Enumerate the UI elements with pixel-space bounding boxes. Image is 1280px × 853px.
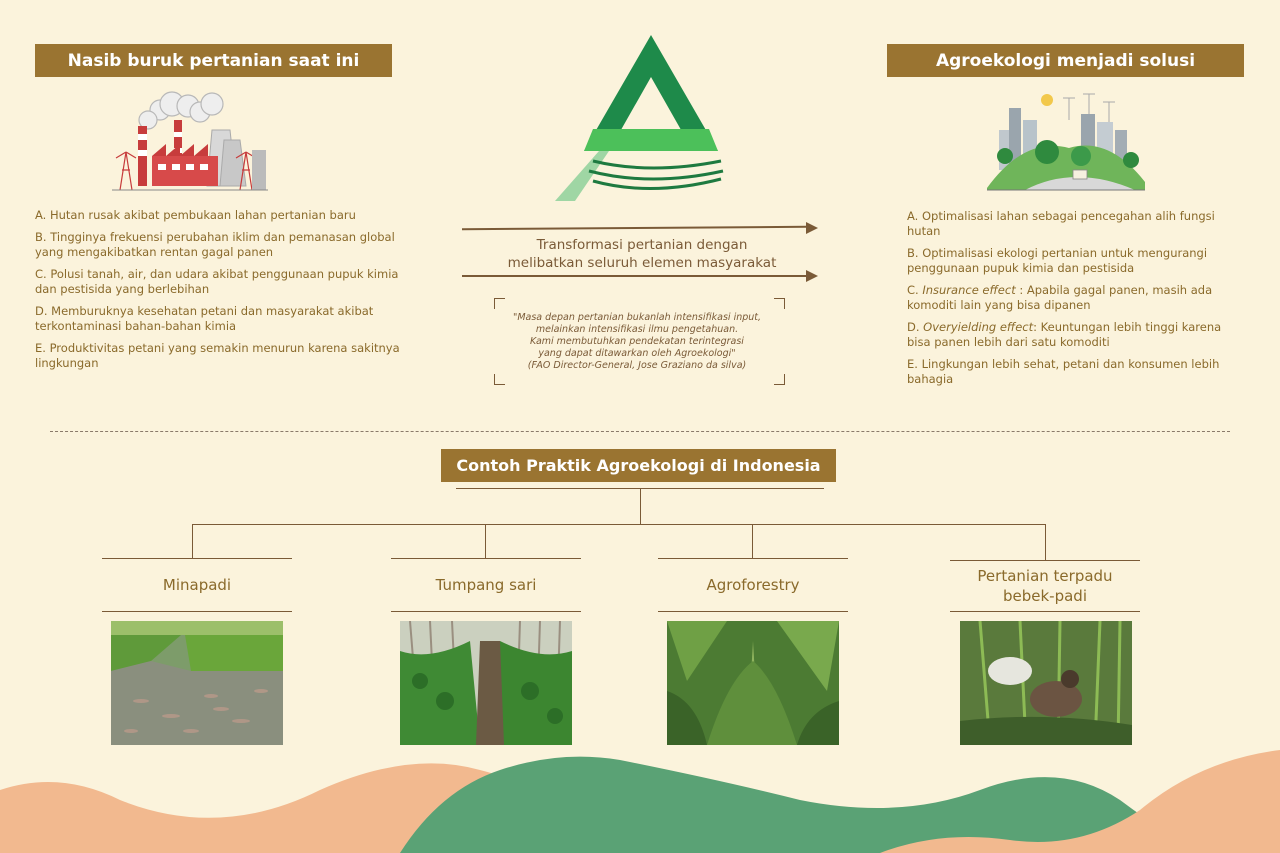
quote-bracket-br <box>774 374 785 385</box>
arrow-top-head <box>806 222 818 234</box>
solution-item-e-text: E. Lingkungan lebih sehat, petani dan ko… <box>907 357 1220 386</box>
quote-attribution: (FAO Director-General, Jose Graziano da … <box>527 360 747 371</box>
solution-item-c-term: Insurance effect <box>922 283 1016 297</box>
solution-item-d-prefix: D. <box>907 320 924 334</box>
practice-label-minapadi: Minapadi <box>162 576 232 594</box>
practice-label-agroforestry: Agroforestry <box>706 576 800 594</box>
right-header: Agroekologi menjadi solusi <box>887 44 1244 77</box>
practice-bebek-padi: Pertanian terpadu bebek-padi <box>950 560 1140 612</box>
quote-line-3: Kami membutuhkan pendekatan terintegrasi <box>530 336 744 347</box>
tree-drop-3 <box>752 524 753 558</box>
solution-item-a-text: A. Optimalisasi lahan sebagai pencegahan… <box>907 209 1215 238</box>
arrow-top-line <box>461 225 808 231</box>
agroecology-logo <box>555 35 724 201</box>
left-header: Nasib buruk pertanian saat ini <box>35 44 392 77</box>
problem-item-c: C. Polusi tanah, air, dan udara akibat p… <box>35 267 399 296</box>
quote-line-4: yang dapat ditawarkan oleh Agroekologi" <box>538 348 736 359</box>
solution-item-d-text: : Keuntungan lebih tinggi karena bisa pa… <box>907 320 1222 349</box>
minapadi-photo <box>111 621 283 745</box>
section-divider <box>50 431 1230 432</box>
right-title: Agroekologi menjadi solusi <box>935 50 1196 71</box>
transform-text: Transformasi pertanian dengan melibatkan… <box>462 236 822 272</box>
problem-item-d: D. Memburuknya kesehatan petani dan masy… <box>35 304 374 333</box>
solution-item-c-text: : Apabila gagal panen, masih ada komodit… <box>907 283 1213 312</box>
solution-item-c: C. Insurance effect : Apabila gagal pane… <box>907 283 1242 313</box>
title-underline <box>456 488 824 489</box>
practice-agroforestry: Agroforestry <box>658 558 848 612</box>
solution-item-d-term: Overyielding effect <box>923 320 1034 334</box>
practice-tumpang-sari: Tumpang sari <box>391 558 581 612</box>
tree-drop-2 <box>485 524 486 558</box>
quote-bracket-tl <box>494 298 505 309</box>
decorative-waves <box>0 750 1280 853</box>
tree-drop-1 <box>192 524 193 558</box>
solution-item-b-text: B. Optimalisasi ekologi pertanian untuk … <box>907 246 1208 275</box>
practice-label-bebek-padi: Pertanian terpadu bebek-padi <box>977 567 1113 605</box>
tree-branch <box>192 524 1046 525</box>
transform-line-1: Transformasi pertanian dengan <box>536 237 748 253</box>
solution-item-a: A. Optimalisasi lahan sebagai pencegahan… <box>907 209 1242 239</box>
quote-line-2: melainkan intensifikasi ilmu pengetahuan… <box>535 324 739 335</box>
right-solution-list: A. Optimalisasi lahan sebagai pencegahan… <box>907 209 1242 394</box>
bebek-padi-photo <box>960 621 1132 745</box>
problem-item-b: B. Tingginya frekuensi perubahan iklim d… <box>35 230 395 259</box>
quote-line-1: "Masa depan pertanian bukanlah intensifi… <box>512 312 762 323</box>
fao-quote: "Masa depan pertanian bukanlah intensifi… <box>502 312 772 372</box>
left-problem-list: A. Hutan rusak akibat pembukaan lahan pe… <box>35 208 403 378</box>
solution-item-b: B. Optimalisasi ekologi pertanian untuk … <box>907 246 1242 276</box>
left-title: Nasib buruk pertanian saat ini <box>67 50 360 71</box>
bottom-header: Contoh Praktik Agroekologi di Indonesia <box>441 449 836 482</box>
factory-icon <box>112 91 268 191</box>
transform-line-2: melibatkan seluruh elemen masyarakat <box>507 255 777 271</box>
bottom-title: Contoh Praktik Agroekologi di Indonesia <box>456 456 821 475</box>
tree-drop-4 <box>1045 524 1046 560</box>
tree-trunk <box>640 489 641 524</box>
agroforestry-photo <box>667 621 839 745</box>
quote-bracket-tr <box>774 298 785 309</box>
solution-item-d: D. Overyielding effect: Keuntungan lebih… <box>907 320 1242 350</box>
problem-item-a: A. Hutan rusak akibat pembukaan lahan pe… <box>35 208 356 222</box>
solution-item-c-prefix: C. <box>907 283 923 297</box>
arrow-bottom-line <box>462 275 807 277</box>
arrow-bottom-head <box>806 270 818 282</box>
practice-label-tumpang-sari: Tumpang sari <box>435 576 537 594</box>
practice-minapadi: Minapadi <box>102 558 292 612</box>
quote-bracket-bl <box>494 374 505 385</box>
problem-item-e: E. Produktivitas petani yang semakin men… <box>35 341 400 370</box>
solution-item-e: E. Lingkungan lebih sehat, petani dan ko… <box>907 357 1242 387</box>
tumpang-sari-photo <box>400 621 572 745</box>
green-city-icon <box>987 93 1145 191</box>
